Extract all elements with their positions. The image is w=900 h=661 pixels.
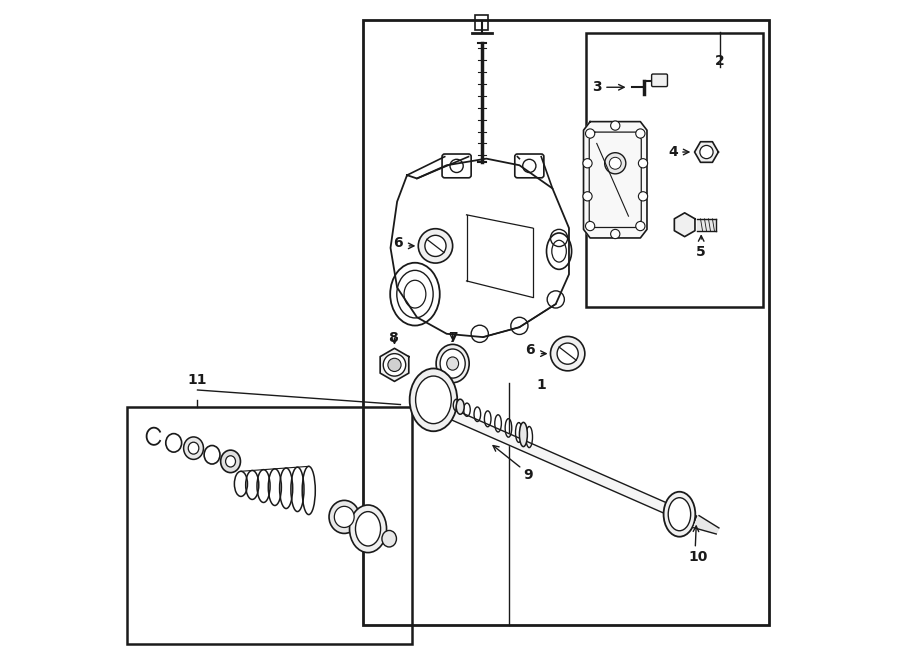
Circle shape — [609, 157, 621, 169]
Ellipse shape — [416, 376, 451, 424]
Polygon shape — [583, 122, 647, 238]
Circle shape — [383, 354, 406, 376]
Ellipse shape — [184, 437, 203, 459]
Circle shape — [388, 358, 401, 371]
Text: 3: 3 — [592, 80, 602, 95]
Polygon shape — [694, 516, 719, 534]
Circle shape — [583, 192, 592, 201]
Ellipse shape — [425, 235, 446, 256]
Circle shape — [635, 221, 645, 231]
Text: 6: 6 — [525, 343, 535, 358]
Ellipse shape — [446, 357, 459, 370]
Circle shape — [635, 129, 645, 138]
Polygon shape — [695, 141, 718, 163]
Circle shape — [638, 192, 648, 201]
Ellipse shape — [188, 442, 199, 454]
Ellipse shape — [226, 456, 236, 467]
Ellipse shape — [436, 344, 469, 383]
Ellipse shape — [329, 500, 359, 533]
Circle shape — [586, 221, 595, 231]
Bar — [586, 33, 762, 307]
Text: 5: 5 — [697, 245, 706, 258]
Text: 6: 6 — [392, 235, 402, 250]
Polygon shape — [443, 407, 697, 525]
Ellipse shape — [356, 512, 381, 546]
Circle shape — [583, 159, 592, 168]
Circle shape — [586, 129, 595, 138]
FancyBboxPatch shape — [652, 74, 668, 87]
Polygon shape — [697, 219, 716, 231]
Ellipse shape — [519, 422, 527, 447]
Text: 9: 9 — [523, 467, 533, 482]
Ellipse shape — [220, 450, 240, 473]
Text: 11: 11 — [188, 373, 207, 387]
Ellipse shape — [349, 505, 386, 553]
Ellipse shape — [382, 530, 397, 547]
Polygon shape — [695, 518, 718, 533]
Circle shape — [700, 145, 713, 159]
Ellipse shape — [663, 492, 696, 537]
Text: 10: 10 — [688, 549, 707, 564]
Polygon shape — [380, 348, 409, 381]
Ellipse shape — [551, 336, 585, 371]
Text: 2: 2 — [715, 54, 724, 68]
Circle shape — [610, 121, 620, 130]
Text: 1: 1 — [536, 377, 546, 392]
Text: 4: 4 — [669, 145, 678, 159]
Circle shape — [605, 153, 626, 174]
Bar — [475, 15, 489, 30]
Ellipse shape — [668, 498, 690, 531]
Ellipse shape — [334, 506, 355, 527]
Circle shape — [638, 159, 648, 168]
Polygon shape — [674, 213, 695, 237]
Bar — [363, 20, 770, 625]
Ellipse shape — [440, 349, 465, 378]
Circle shape — [610, 229, 620, 239]
Ellipse shape — [418, 229, 453, 263]
Ellipse shape — [456, 399, 464, 414]
Bar — [128, 407, 411, 644]
Ellipse shape — [410, 368, 457, 431]
Text: 7: 7 — [448, 331, 457, 345]
Ellipse shape — [557, 343, 578, 364]
Text: 8: 8 — [388, 331, 398, 345]
